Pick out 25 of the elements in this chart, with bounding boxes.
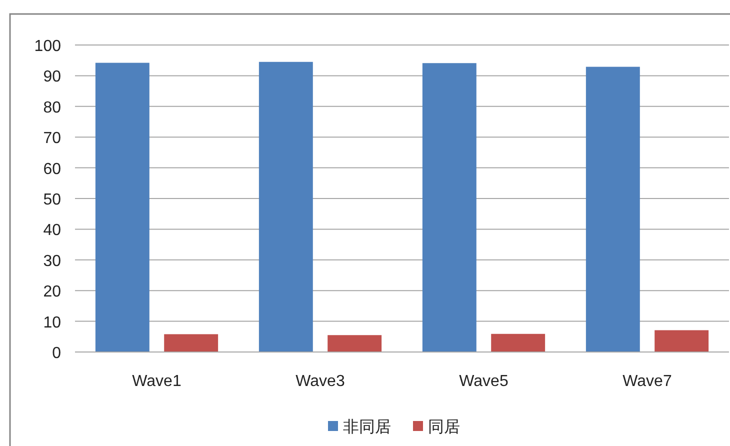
legend-label: 同居	[428, 419, 460, 436]
y-tick-label: 80	[43, 99, 62, 116]
bar	[95, 62, 150, 352]
bar	[586, 66, 640, 352]
y-tick-label: 40	[43, 222, 62, 240]
bar	[654, 330, 709, 352]
y-tick-label: 100	[34, 38, 62, 55]
y-tick-label: 50	[43, 192, 62, 208]
y-tick-label: 30	[43, 252, 62, 270]
y-tick-label: 0	[52, 345, 62, 362]
bar	[328, 335, 382, 352]
x-tick-label: Wave3	[296, 373, 345, 390]
y-tick-label: 90	[43, 68, 62, 86]
legend-label: 非同居	[343, 418, 391, 436]
x-tick-label: Wave5	[459, 373, 508, 390]
x-tick-label: Wave7	[622, 373, 672, 390]
y-tick-label: 10	[43, 314, 62, 332]
y-tick-label: 70	[43, 130, 62, 148]
bar	[491, 334, 546, 352]
bar	[164, 334, 218, 352]
y-tick-label: 20	[43, 284, 62, 301]
bar	[258, 62, 313, 352]
bar	[422, 63, 476, 352]
x-tick-label: Wave1	[132, 373, 182, 390]
y-tick-label: 60	[43, 160, 62, 178]
